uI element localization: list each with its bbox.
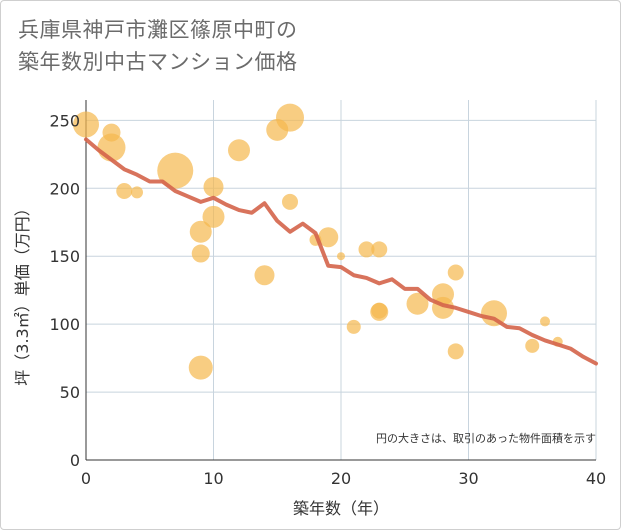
y-tick-label: 200 — [49, 179, 80, 198]
x-axis-label: 築年数（年） — [293, 499, 389, 518]
x-tick-label: 20 — [331, 469, 351, 488]
bubble-point — [447, 264, 464, 281]
bubble-point — [276, 103, 304, 132]
bubble-point — [254, 265, 275, 286]
bubble-point — [203, 176, 224, 197]
bubble-point — [358, 241, 375, 258]
bubble-point — [157, 152, 194, 189]
size-note: 円の大きさは、取引のあった物件面積を示す — [376, 431, 596, 445]
bubble-point — [406, 292, 429, 315]
y-tick-label: 250 — [49, 111, 80, 130]
bubble-point — [228, 139, 250, 162]
title-line-1: 兵庫県神戸市灘区篠原中町の — [18, 18, 298, 42]
bubble-point — [318, 227, 339, 248]
bubbles — [73, 103, 563, 380]
chart-title: 兵庫県神戸市灘区篠原中町の 築年数別中古マンション価格 — [18, 14, 298, 78]
bubble-point — [346, 319, 361, 334]
bubble-point — [73, 111, 99, 138]
bubble-point — [188, 355, 213, 380]
grid-lines — [86, 100, 597, 460]
bubble-point — [189, 220, 212, 243]
axes — [85, 100, 596, 461]
y-tick-label: 0 — [70, 451, 80, 470]
bubble-point — [131, 186, 143, 199]
bubble-point — [337, 252, 345, 261]
y-tick-label: 150 — [49, 247, 80, 266]
bubble-point — [525, 338, 540, 353]
x-tick-label: 40 — [586, 469, 606, 488]
x-tick-label: 30 — [458, 469, 478, 488]
bubble-point — [371, 241, 388, 258]
bubble-point — [447, 343, 464, 360]
tick-labels: 0 10 20 30 40 0 50 100 150 200 250 — [49, 111, 606, 488]
bubble-point — [202, 205, 225, 228]
bubble-point — [191, 244, 210, 263]
x-tick-label: 0 — [81, 469, 91, 488]
y-tick-label: 100 — [49, 315, 80, 334]
x-tick-label: 10 — [203, 469, 223, 488]
trend-line — [84, 137, 598, 366]
y-tick-label: 50 — [60, 383, 80, 402]
bubble-point — [282, 193, 298, 210]
bubble-point — [116, 183, 133, 200]
y-axis-label: 坪（3.3㎡）単価（万円） — [13, 200, 32, 385]
title-line-2: 築年数別中古マンション価格 — [18, 50, 298, 74]
bubble-point — [540, 316, 550, 327]
bubble-point — [481, 300, 507, 327]
bubble-point — [370, 302, 389, 321]
trend-polyline — [84, 137, 598, 366]
